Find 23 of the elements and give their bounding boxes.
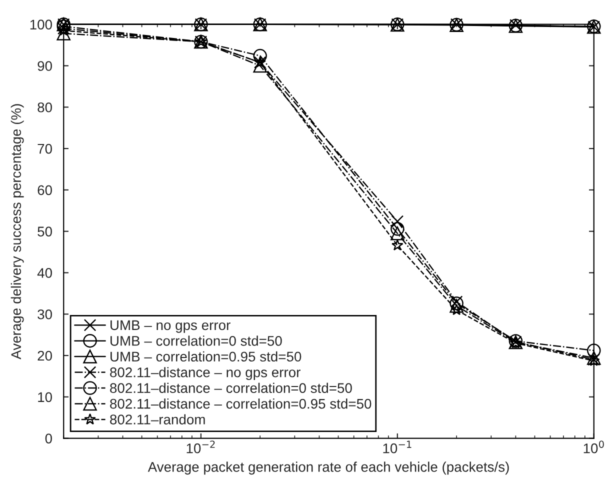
y-tick-label: 80 — [38, 102, 52, 112]
y-tick-label: 100 — [30, 20, 52, 30]
y-tick-label: 20 — [38, 350, 52, 361]
y-tick-label: 40 — [37, 268, 52, 278]
x-axis-title: Average packet generation rate of each vehicle (packets/s) — [148, 462, 509, 475]
y-tick-label: 30 — [38, 309, 52, 320]
legend-label: 802.11–distance – correlation=0 std=50 — [110, 382, 352, 393]
legend-label: 802.11–distance – no gps error — [110, 367, 300, 380]
x-tick-label: 10$^{0}$ — [584, 440, 604, 454]
y-tick-label: 50 — [38, 226, 52, 236]
legend-label: UMB – no gps error — [110, 320, 230, 333]
x-tick-label: 10$^{−1}$ — [383, 440, 412, 454]
y-axis-title: Average delivery success percentage (%) — [10, 104, 24, 360]
legend-label: 802.11–distance – correlation=0.95 std=50 — [110, 398, 372, 409]
y-tick-label: 0 — [45, 434, 52, 444]
x-tick-label: 10$^{−2}$ — [186, 440, 215, 454]
legend-label: UMB – correlation=0 std=50 — [110, 336, 282, 346]
legend-label: UMB – correlation=0.95 std=50 — [110, 351, 302, 362]
y-tick-label: 70 — [38, 144, 52, 154]
y-tick-label: 90 — [38, 61, 52, 71]
y-tick-label: 60 — [38, 185, 52, 196]
y-tick-label: 10 — [38, 392, 52, 402]
legend-label: 802.11–random — [110, 414, 205, 424]
